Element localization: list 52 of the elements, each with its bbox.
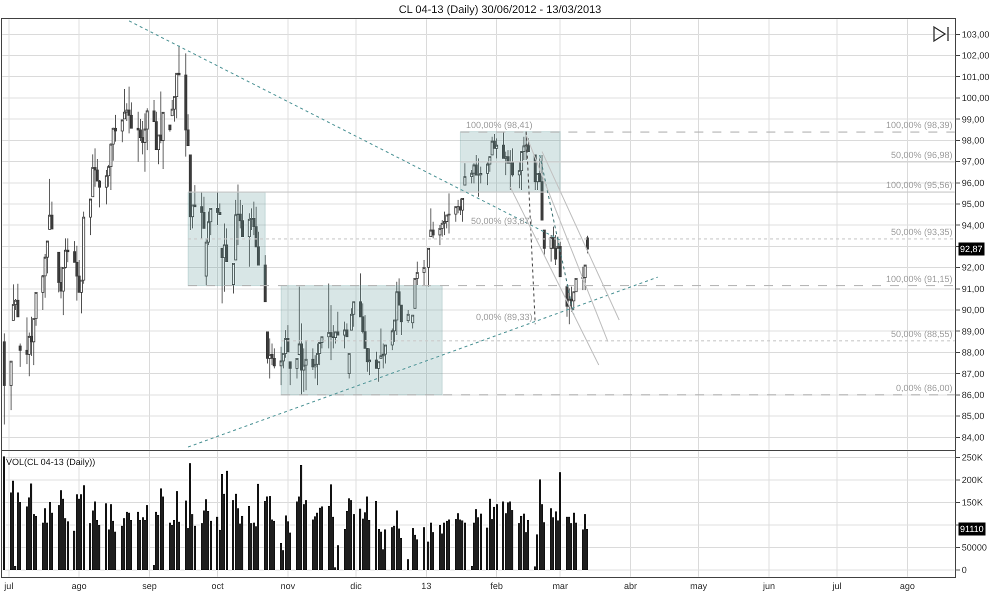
annotation: 0,00% (89,33) [476, 312, 533, 322]
x-tick-label: dic [350, 580, 362, 591]
annotation: 100,00% (98,41) [466, 120, 533, 130]
chart-title: CL 04-13 (Daily) 30/06/2012 - 13/03/2013 [398, 4, 602, 16]
y-tick-label: 99,00 [962, 114, 984, 124]
annotation: 50,00% (96,98) [891, 150, 953, 160]
y-tick-label: 101,00 [962, 72, 990, 82]
x-tick-label: ago [900, 580, 915, 591]
y-tick-label: 91,00 [962, 284, 984, 294]
y-tick-label: 84,00 [962, 432, 984, 442]
y-tick-label: 102,00 [962, 50, 990, 61]
x-tick-label: jun [762, 580, 775, 591]
x-tick-label: nov [280, 580, 296, 591]
y-tick-label: 98,00 [962, 135, 984, 146]
y-tick-label: 150K [962, 498, 983, 508]
y-tick-label: 89,00 [962, 326, 984, 336]
x-tick-label: abr [624, 580, 638, 591]
x-tick-label: jul [832, 580, 842, 591]
y-tick-label: 100,00 [962, 93, 990, 104]
y-tick-label: 88,00 [962, 348, 984, 358]
x-tick-label: sep [142, 580, 157, 591]
y-tick-label: 250K [962, 452, 983, 462]
x-tick-label: jul [3, 580, 14, 591]
annotation: 50,00% (93,35) [891, 227, 953, 237]
y-tick-label: 85,00 [962, 411, 984, 422]
x-tick-label: feb [490, 580, 503, 591]
annotation: 100,00% (91,15) [886, 274, 953, 284]
x-tick-label: ago [72, 580, 87, 591]
y-tick-label: 103,00 [962, 29, 990, 40]
x-tick-label: 13 [421, 580, 432, 591]
text: VOL(CL 04-13 (Daily)) [6, 457, 96, 467]
y-tick-label: 94,00 [962, 220, 984, 230]
text: 91110 [960, 524, 984, 534]
y-tick-label: 95,00 [962, 199, 984, 210]
y-tick-label: 96,00 [962, 178, 984, 188]
x-tick-label: oct [212, 580, 224, 591]
y-tick-label: 0 [962, 565, 967, 576]
x-tick-label: mar [552, 580, 568, 591]
annotation: 100,00% (95,56) [886, 180, 953, 190]
y-tick-label: 87,00 [962, 368, 984, 379]
y-tick-label: 50000 [962, 542, 987, 553]
x-tick-label: may [690, 580, 708, 591]
y-tick-label: 200K [962, 475, 983, 485]
y-tick-label: 97,00 [962, 156, 984, 167]
text: 92,87 [960, 244, 983, 254]
y-tick-label: 86,00 [962, 390, 984, 400]
annotation: 50,00% (93,87) [471, 216, 533, 226]
y-tick-label: 90,00 [962, 305, 984, 316]
annotation: 50,00% (88,55) [891, 329, 953, 339]
annotation: 0,00% (86,00) [896, 383, 953, 393]
y-tick-label: 92,00 [962, 262, 984, 273]
annotation: 100,00% (98,39) [886, 120, 953, 130]
